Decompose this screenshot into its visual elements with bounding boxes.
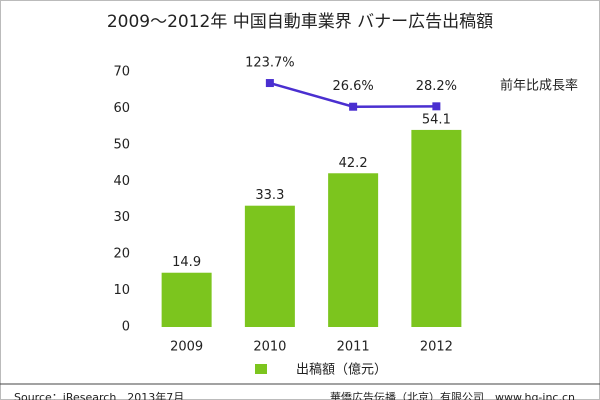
bar [411,129,462,327]
y-tick-label: 40 [113,174,130,189]
line-marker [349,102,358,111]
y-tick-label: 70 [113,65,130,80]
bar [161,272,212,327]
legend-label: 前年比成長率 [500,78,578,94]
line-marker [432,102,441,111]
bar [244,205,295,327]
chart-title: 2009～2012年 中国自動車業界 バナー広告出稿額 [107,12,493,32]
data-label: 14.9 [172,255,201,270]
y-tick-label: 20 [113,247,130,262]
x-tick-label: 2012 [420,340,453,355]
legend-label: 出稿額（億元） [296,362,387,378]
data-label: 26.6% [332,79,373,94]
y-tick-label: 10 [113,283,130,298]
bar [328,173,379,327]
data-label: 33.3 [255,188,284,203]
legend-swatch [255,364,267,374]
data-label: 123.7% [245,56,295,71]
y-tick-label: 30 [113,210,130,225]
y-tick-label: 0 [122,320,130,335]
data-label: 54.1 [422,112,451,127]
credit: 華僑広告伝播（北京）有限公司 www.hq-inc.cn [330,390,575,400]
line-marker [265,79,274,88]
data-label: 42.2 [339,156,368,171]
x-tick-label: 2009 [170,340,203,355]
x-tick-label: 2011 [337,340,370,355]
y-tick-label: 60 [113,101,130,116]
source: Source：iResearch 2013年7月 [14,390,184,400]
data-label: 28.2% [416,79,457,94]
y-tick-label: 50 [113,137,130,152]
x-tick-label: 2010 [253,340,286,355]
